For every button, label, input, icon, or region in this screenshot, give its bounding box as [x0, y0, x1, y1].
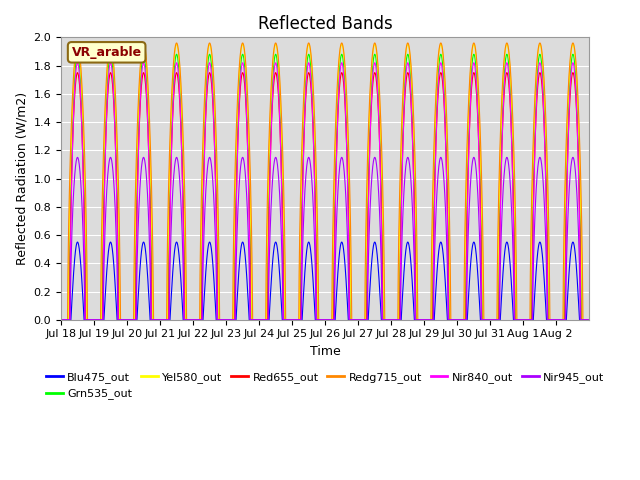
- Nir945_out: [345, 285, 353, 291]
- Nir840_out: [496, 241, 504, 247]
- Red655_out: [167, 177, 175, 183]
- Nir945_out: [167, 240, 175, 246]
- Y-axis label: Reflected Radiation (W/m2): Reflected Radiation (W/m2): [15, 92, 28, 265]
- Redg715_out: [345, 145, 353, 151]
- Yel580_out: [586, 317, 593, 323]
- Nir945_out: [586, 317, 593, 323]
- Red655_out: [74, 70, 81, 75]
- Redg715_out: [57, 317, 65, 323]
- Line: Yel580_out: Yel580_out: [61, 45, 589, 320]
- Text: VR_arable: VR_arable: [72, 46, 141, 59]
- Grn535_out: [57, 317, 65, 323]
- Line: Redg715_out: Redg715_out: [61, 43, 589, 320]
- Line: Nir840_out: Nir840_out: [61, 63, 589, 320]
- Nir945_out: [470, 155, 478, 160]
- Line: Grn535_out: Grn535_out: [61, 54, 589, 320]
- Nir840_out: [373, 76, 381, 82]
- Nir840_out: [345, 241, 353, 247]
- Redg715_out: [373, 50, 381, 56]
- Yel580_out: [509, 155, 517, 160]
- Legend: Blu475_out, Grn535_out, Yel580_out, Red655_out, Redg715_out, Nir840_out, Nir945_: Blu475_out, Grn535_out, Yel580_out, Red6…: [42, 368, 609, 404]
- Blu475_out: [509, 317, 517, 323]
- Grn535_out: [373, 66, 381, 72]
- Yel580_out: [74, 42, 81, 48]
- Line: Nir945_out: Nir945_out: [61, 157, 589, 320]
- Blu475_out: [496, 317, 504, 323]
- Red655_out: [373, 84, 381, 90]
- Redg715_out: [509, 138, 517, 144]
- Grn535_out: [496, 203, 504, 209]
- Nir945_out: [373, 166, 381, 172]
- Red655_out: [57, 317, 65, 323]
- Yel580_out: [167, 128, 175, 133]
- Blu475_out: [586, 317, 593, 323]
- Nir945_out: [57, 317, 65, 323]
- Yel580_out: [496, 163, 504, 169]
- Title: Reflected Bands: Reflected Bands: [258, 15, 392, 33]
- Nir840_out: [586, 317, 593, 323]
- Blu475_out: [167, 304, 175, 310]
- Redg715_out: [470, 40, 478, 46]
- Blu475_out: [345, 317, 353, 323]
- Redg715_out: [586, 317, 593, 323]
- Blu475_out: [373, 250, 381, 256]
- Nir840_out: [74, 60, 81, 66]
- Grn535_out: [74, 51, 81, 57]
- Blu475_out: [470, 239, 478, 245]
- Yel580_out: [345, 163, 353, 169]
- Nir945_out: [509, 273, 517, 278]
- Nir945_out: [496, 285, 504, 291]
- Redg715_out: [167, 115, 175, 121]
- Grn535_out: [345, 203, 353, 209]
- Redg715_out: [74, 40, 81, 46]
- Blu475_out: [57, 317, 65, 323]
- Line: Blu475_out: Blu475_out: [61, 242, 589, 320]
- Yel580_out: [373, 54, 381, 60]
- Redg715_out: [496, 145, 504, 151]
- Nir840_out: [57, 317, 65, 323]
- X-axis label: Time: Time: [310, 345, 340, 358]
- Line: Red655_out: Red655_out: [61, 72, 589, 320]
- Red655_out: [470, 70, 478, 76]
- Nir945_out: [74, 155, 81, 160]
- Grn535_out: [586, 317, 593, 323]
- Nir840_out: [167, 183, 175, 189]
- Yel580_out: [57, 317, 65, 323]
- Red655_out: [345, 226, 353, 231]
- Red655_out: [509, 213, 517, 219]
- Grn535_out: [509, 192, 517, 197]
- Blu475_out: [74, 239, 81, 245]
- Nir840_out: [470, 60, 478, 66]
- Red655_out: [586, 317, 593, 323]
- Yel580_out: [470, 42, 478, 48]
- Red655_out: [496, 226, 504, 231]
- Grn535_out: [470, 51, 478, 57]
- Grn535_out: [167, 157, 175, 163]
- Nir840_out: [509, 226, 517, 231]
